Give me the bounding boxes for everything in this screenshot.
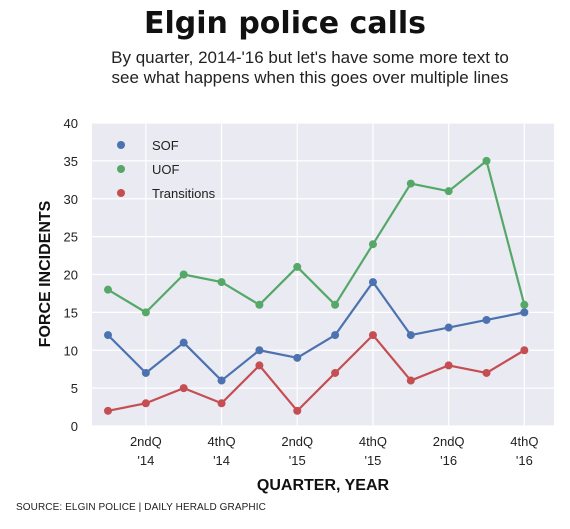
y-tick-label: 5 (71, 381, 78, 396)
x-tick-label: 4thQ (207, 434, 235, 449)
source-note: SOURCE: ELGIN POLICE | DAILY HERALD GRAP… (16, 502, 266, 513)
x-tick-label: '15 (289, 453, 306, 468)
legend-marker-transitions (117, 189, 125, 197)
data-point-transitions (482, 368, 491, 377)
y-tick-label: 10 (64, 343, 78, 358)
data-point-sof (255, 346, 264, 355)
data-point-transitions (444, 361, 453, 370)
legend-label-uof: UOF (152, 162, 180, 177)
data-point-transitions (255, 361, 264, 370)
y-tick-label: 40 (64, 116, 78, 131)
chart-subtitle: By quarter, 2014-'16 but let's have some… (111, 48, 509, 87)
gridlines (92, 122, 554, 427)
data-point-uof (444, 187, 453, 196)
series-line-uof (107, 159, 526, 314)
series-line-sof (107, 280, 525, 382)
data-point-uof (293, 262, 302, 271)
data-point-transitions (217, 399, 226, 408)
data-point-uof (482, 156, 491, 165)
data-point-transitions (520, 346, 529, 355)
chart-title: Elgin police calls (143, 6, 426, 41)
data-point-transitions (368, 331, 377, 340)
series-points (104, 156, 529, 415)
x-tick-label: 2ndQ (130, 434, 162, 449)
data-point-sof (331, 331, 340, 340)
x-tick-label: '15 (364, 453, 381, 468)
x-tick-label: '16 (516, 453, 533, 468)
series-line-transitions (107, 334, 525, 412)
data-point-uof (368, 240, 377, 249)
data-point-sof (217, 376, 226, 385)
data-point-transitions (406, 376, 415, 385)
x-tick-label: '14 (137, 453, 154, 468)
data-point-uof (217, 278, 226, 287)
x-tick-label: '16 (440, 453, 457, 468)
data-point-transitions (293, 406, 302, 415)
data-point-uof (255, 300, 264, 309)
data-point-transitions (104, 406, 112, 415)
y-tick-label: 0 (71, 419, 78, 434)
y-tick-label: 35 (64, 154, 78, 169)
data-point-sof (444, 323, 453, 332)
data-point-sof (520, 308, 529, 317)
data-point-transitions (179, 384, 188, 393)
x-tick-label: 2ndQ (281, 434, 313, 449)
legend-marker-uof (117, 165, 125, 173)
legend: SOF UOF Transitions (117, 138, 216, 201)
y-tick-label: 30 (64, 192, 78, 207)
data-point-uof (141, 308, 150, 317)
data-point-sof (179, 338, 188, 347)
data-point-sof (368, 278, 377, 287)
data-point-uof (104, 285, 112, 294)
data-point-sof (104, 331, 112, 340)
data-point-sof (141, 368, 150, 377)
x-axis-label: QUARTER, YEAR (257, 477, 390, 494)
legend-label-transitions: Transitions (152, 186, 216, 201)
data-point-uof (331, 300, 340, 309)
x-axis-ticks: 2ndQ '14 4thQ '14 2ndQ '15 4thQ '15 2ndQ '16 4thQ '… (130, 434, 538, 468)
data-point-sof (293, 353, 302, 362)
x-tick-label: 4thQ (510, 434, 538, 449)
x-tick-label: '14 (213, 453, 230, 468)
y-tick-label: 15 (64, 305, 78, 320)
x-tick-label: 2ndQ (433, 434, 465, 449)
series-lines (107, 159, 526, 412)
data-point-sof (482, 315, 491, 324)
data-point-uof (520, 300, 529, 309)
y-axis-ticks: 0 5 10 15 20 25 30 35 40 (64, 116, 78, 434)
data-point-uof (406, 179, 415, 188)
data-point-uof (179, 270, 188, 279)
data-point-sof (406, 331, 415, 340)
legend-label-sof: SOF (152, 138, 179, 153)
legend-marker-sof (117, 141, 125, 149)
data-point-transitions (141, 399, 150, 408)
data-point-transitions (331, 368, 340, 377)
y-tick-label: 20 (64, 268, 78, 283)
x-tick-label: 4thQ (359, 434, 387, 449)
y-axis-label: FORCE INCIDENTS (37, 200, 54, 347)
y-tick-label: 25 (64, 230, 78, 245)
